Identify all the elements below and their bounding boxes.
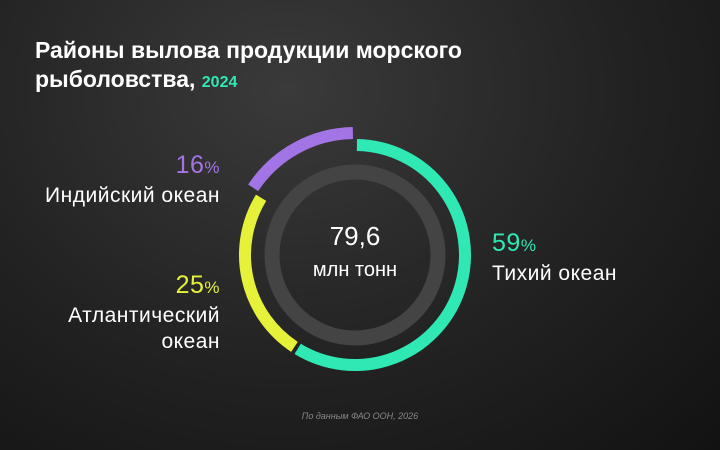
category-label: Тихий океан (492, 262, 617, 285)
percent-label: 16% (35, 150, 220, 183)
inner-ring (264, 164, 446, 346)
total-unit: млн тонн (313, 259, 397, 281)
percent-label: 25% (35, 270, 220, 303)
percent-label: 59% (492, 228, 692, 261)
percent-unit: % (204, 278, 220, 297)
donut-segment (248, 127, 354, 192)
segment-label: 59% Тихий океан (492, 228, 692, 287)
percent-value: 25 (175, 271, 205, 299)
percent-value: 59 (492, 229, 521, 257)
chart-title: Районы вылова продукции морского рыболов… (35, 36, 555, 97)
category-label: Индийский океан (45, 184, 220, 207)
category-label: Атлантический океан (68, 304, 220, 353)
percent-value: 16 (175, 151, 205, 179)
title-text: Районы вылова продукции морского рыболов… (35, 37, 462, 92)
source: По данным ФАО ООН, 2026 (301, 411, 419, 421)
percent-unit: % (520, 236, 537, 255)
title-year: 2024 (201, 74, 238, 91)
segment-label: 25% Атлантический океан (35, 270, 220, 355)
total-value: 79,6 (330, 221, 381, 251)
donut-segment (294, 139, 471, 371)
segment-label: 16% Индийский океан (35, 150, 220, 209)
donut-segment (239, 194, 298, 352)
percent-unit: % (204, 158, 220, 177)
